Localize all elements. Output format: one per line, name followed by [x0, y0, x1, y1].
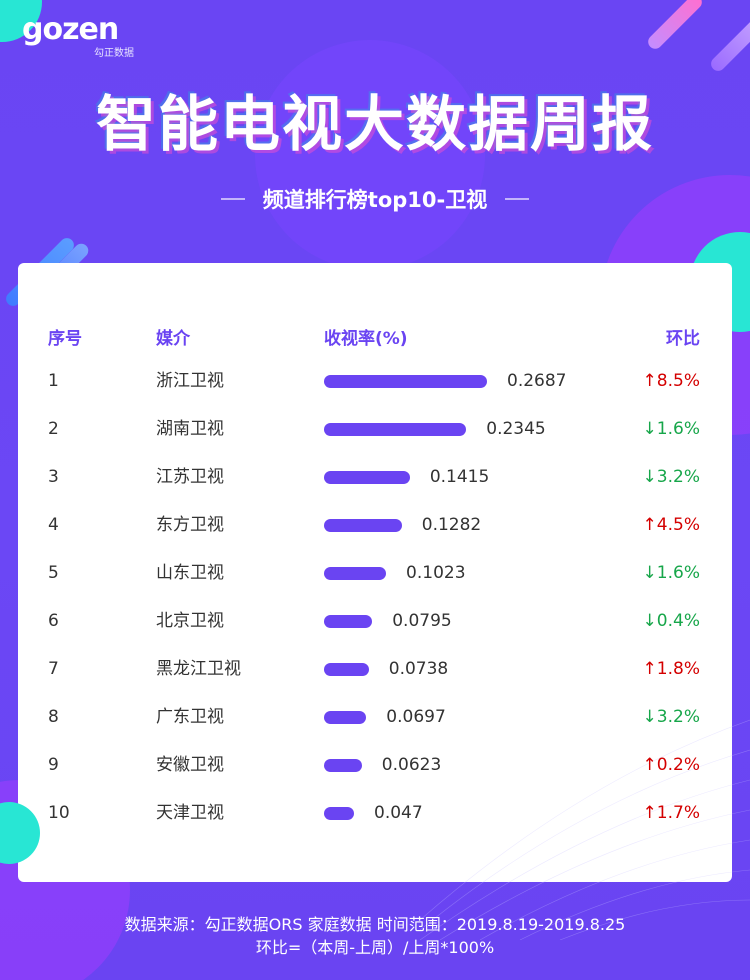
header-rating: 收视率(%)	[324, 329, 408, 349]
change-cell: ↑1.8%	[643, 657, 700, 681]
page-title: 智能电视大数据周报	[96, 90, 654, 160]
rating-value: 0.047	[374, 803, 423, 823]
rating-value: 0.1023	[406, 563, 466, 583]
rating-value: 0.2687	[507, 371, 567, 391]
rating-bar	[324, 807, 354, 820]
rank-cell: 9	[48, 755, 59, 775]
change-cell: ↓0.4%	[643, 609, 700, 633]
change-cell: ↓3.2%	[643, 705, 700, 729]
arrow-down-icon: ↓	[642, 419, 657, 439]
media-cell: 湖南卫视	[156, 419, 224, 439]
decor-stripe	[708, 0, 750, 74]
rank-cell: 5	[48, 563, 59, 583]
arrow-up-icon: ↑	[642, 515, 657, 535]
rating-bar	[324, 423, 467, 436]
arrow-up-icon: ↑	[642, 755, 657, 775]
change-value: 1.6%	[656, 563, 700, 583]
table-row: 9 安徽卫视 0.0623 ↑0.2%	[0, 753, 750, 801]
rating-value: 0.0795	[392, 611, 452, 631]
media-cell: 江苏卫视	[156, 467, 224, 487]
arrow-up-icon: ↑	[642, 803, 657, 823]
table-row: 10 天津卫视 0.047 ↑1.7%	[0, 801, 750, 849]
brand-logo: gozen 勾正数据	[22, 12, 134, 60]
page-subtitle: 频道排行榜top10-卫视	[262, 188, 488, 212]
change-value: 0.4%	[656, 611, 700, 631]
rank-cell: 4	[48, 515, 59, 535]
rank-cell: 3	[48, 467, 59, 487]
change-value: 8.5%	[656, 371, 700, 391]
change-value: 1.7%	[656, 803, 700, 823]
rating-bar	[324, 471, 410, 484]
rating-bar	[324, 663, 369, 676]
rank-cell: 7	[48, 659, 59, 679]
rating-bar	[324, 567, 387, 580]
media-cell: 东方卫视	[156, 515, 224, 535]
table-row: 6 北京卫视 0.0795 ↓0.4%	[0, 609, 750, 657]
logo-subtext: 勾正数据	[94, 48, 134, 59]
arrow-down-icon: ↓	[642, 467, 657, 487]
media-cell: 天津卫视	[156, 803, 224, 823]
media-cell: 广东卫视	[156, 707, 224, 727]
logo-text: gozen	[22, 12, 119, 47]
footer-source: 数据来源：勾正数据ORS 家庭数据 时间范围：2019.8.19-2019.8.…	[124, 915, 626, 934]
table-row: 7 黑龙江卫视 0.0738 ↑1.8%	[0, 657, 750, 705]
change-value: 3.2%	[656, 707, 700, 727]
change-value: 4.5%	[656, 515, 700, 535]
change-value: 0.2%	[656, 755, 700, 775]
change-cell: ↓1.6%	[643, 561, 700, 585]
rating-bar	[324, 615, 373, 628]
rating-bar	[324, 759, 362, 772]
rank-cell: 1	[48, 371, 59, 391]
table-row: 4 东方卫视 0.1282 ↑4.5%	[0, 513, 750, 561]
arrow-down-icon: ↓	[642, 563, 657, 583]
decor-circle	[255, 40, 485, 270]
header-rank: 序号	[48, 329, 82, 349]
divider	[220, 198, 245, 200]
media-cell: 黑龙江卫视	[156, 659, 241, 679]
change-cell: ↑8.5%	[643, 369, 700, 393]
rating-value: 0.2345	[486, 419, 546, 439]
arrow-up-icon: ↑	[642, 659, 657, 679]
change-cell: ↓1.6%	[643, 417, 700, 441]
change-value: 1.8%	[656, 659, 700, 679]
rating-value: 0.0623	[381, 755, 442, 775]
change-value: 1.6%	[656, 419, 700, 439]
rating-bar	[324, 711, 367, 724]
rating-value: 0.0738	[388, 659, 449, 679]
arrow-down-icon: ↓	[642, 611, 657, 631]
rank-cell: 8	[48, 707, 59, 727]
decor-mesh	[420, 719, 750, 940]
change-cell: ↑0.2%	[643, 753, 700, 777]
change-cell: ↑4.5%	[643, 513, 700, 537]
media-cell: 山东卫视	[156, 563, 224, 583]
rank-cell: 2	[48, 419, 59, 439]
change-value: 3.2%	[656, 467, 700, 487]
subtitle-row: 频道排行榜top10-卫视	[0, 184, 750, 214]
table-row: 5 山东卫视 0.1023 ↓1.6%	[0, 561, 750, 609]
table-row: 8 广东卫视 0.0697 ↓3.2%	[0, 705, 750, 753]
rating-bar	[324, 519, 402, 532]
media-cell: 安徽卫视	[156, 755, 224, 775]
table-row: 3 江苏卫视 0.1415 ↓3.2%	[0, 465, 750, 513]
rating-value: 0.1282	[421, 515, 482, 535]
footer-formula: 环比=（本周-上周）/上周*100%	[255, 938, 495, 957]
table-row: 2 湖南卫视 0.2345 ↓1.6%	[0, 417, 750, 465]
rank-cell: 6	[48, 611, 59, 631]
rating-value: 0.0697	[386, 707, 446, 727]
divider	[505, 198, 530, 200]
decor-stripe	[645, 0, 705, 52]
rating-value: 0.1415	[429, 467, 490, 487]
header-change: 环比	[666, 329, 700, 349]
table-row: 1 浙江卫视 0.2687 ↑8.5%	[0, 369, 750, 417]
rating-bar	[324, 375, 487, 388]
change-cell: ↑1.7%	[643, 801, 700, 825]
arrow-up-icon: ↑	[642, 371, 657, 391]
media-cell: 浙江卫视	[156, 371, 224, 391]
change-cell: ↓3.2%	[643, 465, 700, 489]
rank-cell: 10	[48, 803, 70, 823]
media-cell: 北京卫视	[156, 611, 224, 631]
header-media: 媒介	[156, 329, 190, 349]
arrow-down-icon: ↓	[642, 707, 657, 727]
